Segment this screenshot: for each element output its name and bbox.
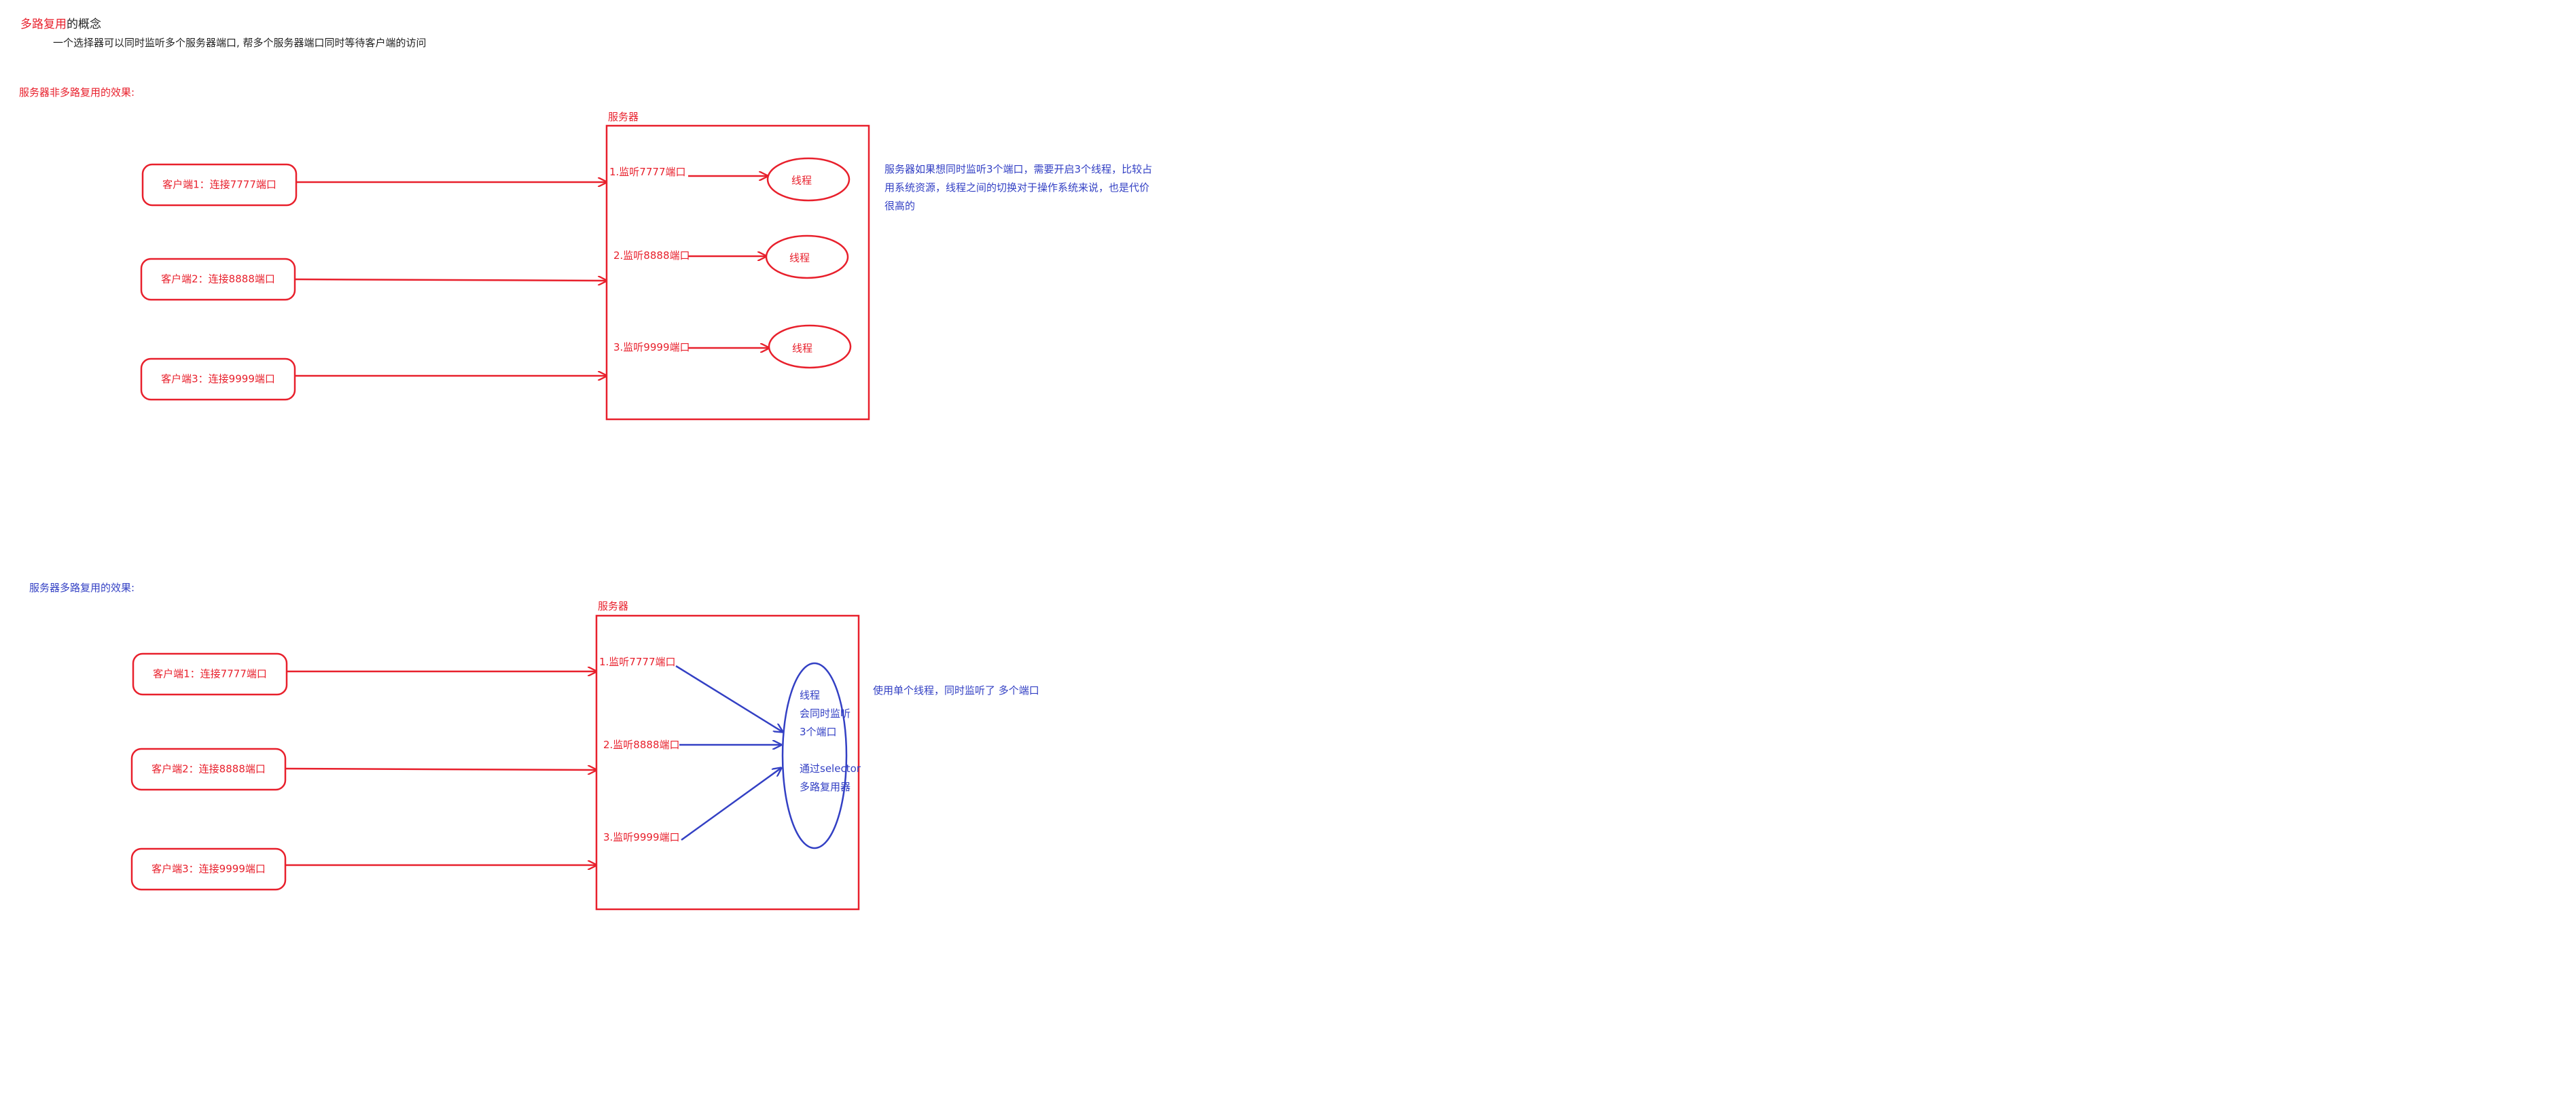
thread-label: 线程 xyxy=(792,343,812,355)
thread-node-1-3: 线程 xyxy=(768,324,852,369)
listener-label-2-2: 2.监听8888端口 xyxy=(603,739,680,751)
connection-arrow-1-2 xyxy=(294,279,607,281)
client-label: 客户端1：连接7777端口 xyxy=(153,668,267,680)
selector-thread-node: 线程 会同时监听 3个端口 通过selector 多路复用器 xyxy=(781,662,861,849)
heading-keyword: 多路复用 xyxy=(20,18,67,31)
client-label: 客户端1：连接7777端口 xyxy=(162,179,276,191)
listener-label-2-1: 1.监听7777端口 xyxy=(599,656,676,668)
client-node-1-2: 客户端2：连接8888端口 xyxy=(140,258,296,301)
server-box-2 xyxy=(595,614,860,911)
client-label: 客户端2：连接8888端口 xyxy=(161,273,275,285)
client-node-2-2: 客户端2：连接8888端口 xyxy=(130,748,287,791)
server-box-1 xyxy=(605,124,870,421)
server-label-1: 服务器 xyxy=(608,111,639,123)
heading-suffix: 的概念 xyxy=(67,17,101,31)
selector-arrow-2-3 xyxy=(681,768,781,841)
selector-line: 通过selector xyxy=(800,762,861,775)
client-node-2-1: 客户端1：连接7777端口 xyxy=(132,652,288,696)
connection-arrow-2-2 xyxy=(285,769,596,770)
client-node-2-3: 客户端3：连接9999端口 xyxy=(130,847,287,891)
selector-line: 3个端口 xyxy=(800,726,837,738)
note-line: 很高的 xyxy=(884,200,915,212)
note-line: 用系统资源，线程之间的切换对于操作系统来说，也是代价 xyxy=(884,181,1149,194)
listener-label-1-1: 1.监听7777端口 xyxy=(609,166,686,178)
note-multiplex: 使用单个线程，同时监听了 多个端口 xyxy=(873,684,1039,697)
client-label: 客户端2：连接8888端口 xyxy=(151,763,266,775)
listener-label-1-3: 3.监听9999端口 xyxy=(613,341,690,353)
client-label: 客户端3：连接9999端口 xyxy=(161,373,275,385)
selector-line: 多路复用器 xyxy=(800,781,851,793)
section-multiplex-title: 服务器多路复用的效果: xyxy=(29,582,135,594)
thread-node-1-2: 线程 xyxy=(765,234,849,279)
client-node-1-3: 客户端3：连接9999端口 xyxy=(140,357,296,401)
note-line: 服务器如果想同时监听3个端口，需要开启3个线程，比较占 xyxy=(884,163,1152,175)
selector-line: 会同时监听 xyxy=(800,707,851,720)
listener-label-2-3: 3.监听9999端口 xyxy=(603,831,680,843)
client-label: 客户端3：连接9999端口 xyxy=(151,863,266,875)
client-node-1-1: 客户端1：连接7777端口 xyxy=(141,163,298,207)
selector-line: 线程 xyxy=(800,689,820,701)
thread-node-1-1: 线程 xyxy=(766,157,851,202)
heading-description: 一个选择器可以同时监听多个服务器端口, 帮多个服务器端口同时等待客户端的访问 xyxy=(53,37,427,49)
section-non-multiplex-title: 服务器非多路复用的效果: xyxy=(19,86,135,99)
heading-title: 多路复用的概念 xyxy=(20,17,101,31)
selector-arrow-2-1 xyxy=(675,665,783,732)
listener-label-1-2: 2.监听8888端口 xyxy=(613,249,690,262)
note-non-multiplex: 服务器如果想同时监听3个端口，需要开启3个线程，比较占 用系统资源，线程之间的切… xyxy=(884,163,1152,212)
thread-label: 线程 xyxy=(789,252,810,264)
thread-label: 线程 xyxy=(791,175,812,187)
server-label-2: 服务器 xyxy=(598,600,628,612)
